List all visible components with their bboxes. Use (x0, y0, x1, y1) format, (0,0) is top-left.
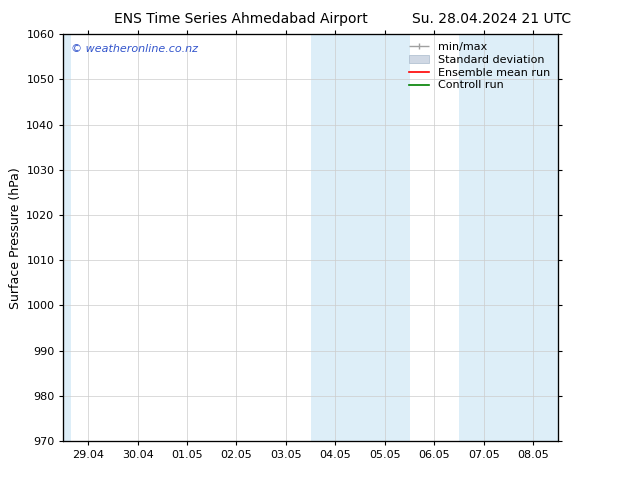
Bar (63, 34, 71, 441)
Text: © weatheronline.co.nz: © weatheronline.co.nz (71, 45, 198, 54)
Y-axis label: Surface Pressure (hPa): Surface Pressure (hPa) (9, 167, 22, 309)
Bar (459, 34, 563, 441)
Legend: min/max, Standard deviation, Ensemble mean run, Controll run: min/max, Standard deviation, Ensemble me… (407, 40, 552, 93)
Text: Su. 28.04.2024 21 UTC: Su. 28.04.2024 21 UTC (412, 12, 571, 26)
Bar (311, 34, 410, 441)
Text: ENS Time Series Ahmedabad Airport: ENS Time Series Ahmedabad Airport (114, 12, 368, 26)
